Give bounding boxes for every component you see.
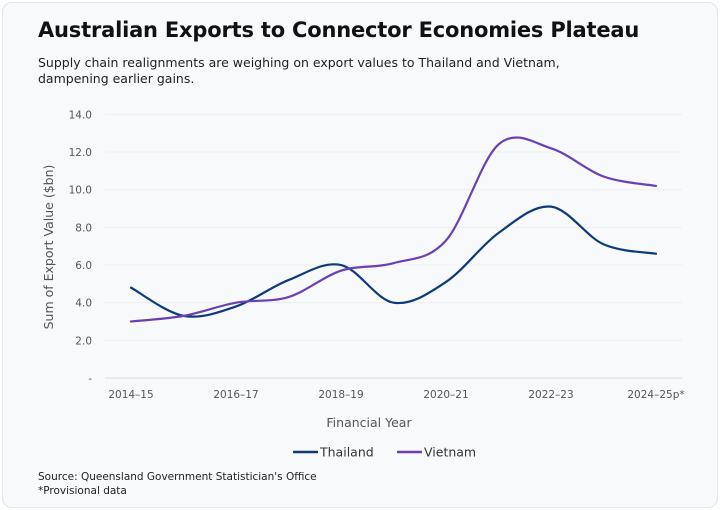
- y-tick-label: 14.0: [69, 109, 92, 121]
- legend: Thailand Vietnam: [293, 445, 476, 460]
- y-tick-label: 2.0: [75, 335, 92, 347]
- x-tick-label: 2014–15: [108, 389, 153, 401]
- x-tick-label: 2022–23: [528, 389, 573, 401]
- y-tick-label: 10.0: [69, 185, 92, 197]
- x-tick-label: 2016–17: [213, 389, 258, 401]
- y-tick-label: 12.0: [69, 147, 92, 159]
- y-tick-label: 4.0: [75, 298, 92, 310]
- series-line-thailand: [129, 205, 658, 318]
- y-tick-label: 6.0: [75, 260, 92, 272]
- chart-title: Australian Exports to Connector Economie…: [38, 18, 640, 42]
- chart-subtitle: Supply chain realignments are weighing o…: [38, 55, 560, 86]
- y-tick-label: -: [88, 373, 92, 385]
- source-note: Source: Queensland Government Statistici…: [38, 471, 317, 483]
- y-axis-label: Sum of Export Value ($bn): [41, 165, 56, 330]
- x-tick-label: 2020–21: [423, 389, 468, 401]
- series-line-vietnam: [129, 136, 658, 323]
- x-tick-label: 2024–25p*: [627, 389, 684, 401]
- y-tick-label: 8.0: [75, 222, 92, 234]
- x-axis-label: Financial Year: [326, 415, 412, 430]
- legend-label-vietnam: Vietnam: [424, 445, 476, 460]
- x-tick-label: 2018–19: [318, 389, 363, 401]
- provisional-note: *Provisional data: [38, 485, 127, 497]
- legend-label-thailand: Thailand: [319, 445, 374, 460]
